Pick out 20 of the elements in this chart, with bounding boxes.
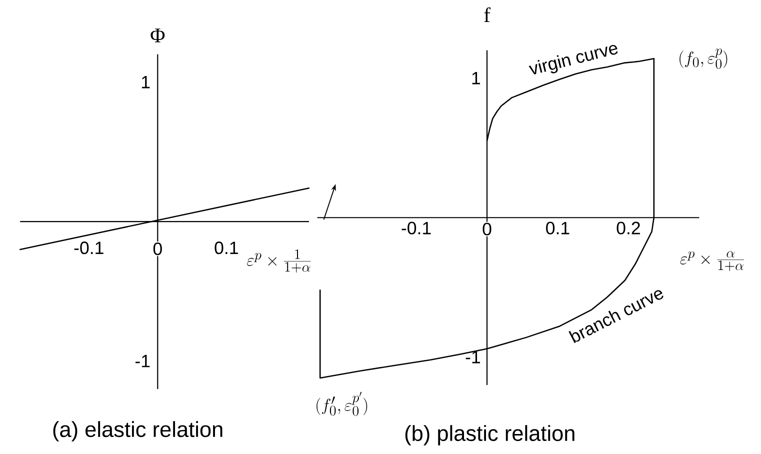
annotation: $(f'_{0},\varepsilon_{0}^{p'})$ [316,392,368,416]
x-tick-label: 0.1 [214,242,238,254]
y-tick-label: -1 [466,350,480,364]
annotation: $(f_{0},\varepsilon_{0}^{p})$ [680,48,728,69]
x-tick-label: 0 [153,242,162,256]
y-axis-title: Φ [150,28,165,42]
text: (a) elastic relation [53,421,222,442]
x-axis-title: $\varepsilon^{p}\times\frac{1}{1+\alpha}$ [247,249,311,273]
x-tick-label: 0.1 [546,222,570,234]
y-tick-label: 1 [472,72,480,84]
x-axis-title: $\varepsilon^{p}\times\frac{\alpha}{1+\alpha}$ [680,251,744,272]
x-tick-label: -0.1 [74,242,104,254]
x-tick-label: 0.2 [616,222,640,234]
y-tick-label: -1 [135,354,150,368]
x-tick-label: -0.1 [402,222,431,234]
y-axis-title: f [484,7,490,22]
y-tick-label: 1 [142,76,150,88]
text: virgin curve [528,44,618,74]
x-tick-label: 0 [482,222,492,236]
text: (b) plastic relation [405,425,574,446]
